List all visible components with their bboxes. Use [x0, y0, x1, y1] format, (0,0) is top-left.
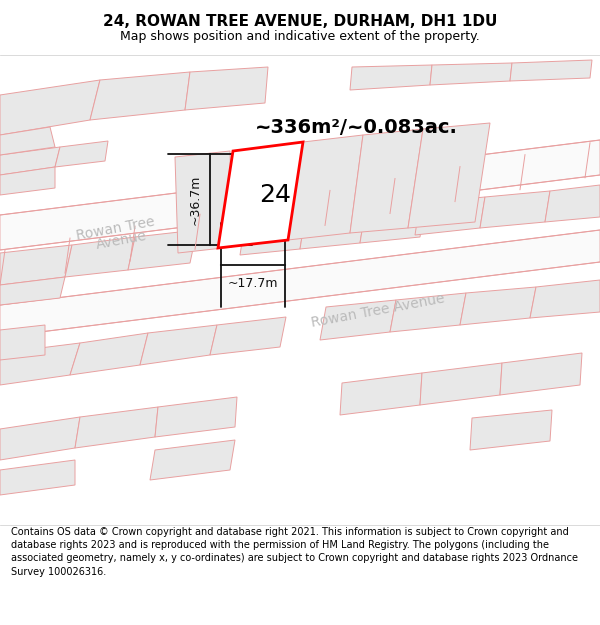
Polygon shape: [65, 237, 135, 277]
Polygon shape: [320, 300, 396, 340]
Polygon shape: [500, 353, 582, 395]
Polygon shape: [0, 277, 65, 305]
Polygon shape: [90, 72, 190, 120]
Text: ~36.7m: ~36.7m: [189, 174, 202, 224]
Polygon shape: [350, 129, 423, 233]
Polygon shape: [0, 417, 80, 460]
Polygon shape: [415, 197, 485, 235]
Polygon shape: [0, 230, 600, 337]
Polygon shape: [530, 280, 600, 318]
Polygon shape: [545, 185, 600, 222]
Polygon shape: [430, 63, 512, 85]
Polygon shape: [0, 460, 75, 495]
Polygon shape: [218, 142, 303, 248]
Polygon shape: [128, 230, 197, 270]
Polygon shape: [0, 245, 72, 285]
Text: ~17.7m: ~17.7m: [228, 277, 278, 290]
Polygon shape: [0, 167, 55, 195]
Text: Rowan Tree: Rowan Tree: [75, 215, 156, 243]
Polygon shape: [155, 397, 237, 437]
Text: ~336m²/~0.083ac.: ~336m²/~0.083ac.: [255, 118, 458, 137]
Polygon shape: [210, 317, 286, 355]
Polygon shape: [510, 60, 592, 81]
Polygon shape: [0, 147, 60, 175]
Polygon shape: [0, 127, 55, 155]
Polygon shape: [408, 123, 490, 228]
Polygon shape: [0, 325, 45, 360]
Polygon shape: [360, 205, 425, 243]
Polygon shape: [390, 293, 466, 332]
Polygon shape: [75, 407, 158, 448]
Text: Contains OS data © Crown copyright and database right 2021. This information is : Contains OS data © Crown copyright and d…: [11, 527, 578, 577]
Text: Map shows position and indicative extent of the property.: Map shows position and indicative extent…: [120, 30, 480, 43]
Polygon shape: [70, 333, 148, 375]
Polygon shape: [460, 287, 536, 325]
Polygon shape: [340, 373, 422, 415]
Polygon shape: [175, 151, 232, 253]
Polygon shape: [480, 191, 550, 228]
Text: 24, ROWAN TREE AVENUE, DURHAM, DH1 1DU: 24, ROWAN TREE AVENUE, DURHAM, DH1 1DU: [103, 14, 497, 29]
Text: 24: 24: [260, 183, 292, 208]
Polygon shape: [150, 440, 235, 480]
Polygon shape: [0, 80, 100, 135]
Polygon shape: [185, 67, 268, 110]
Polygon shape: [218, 142, 303, 248]
Polygon shape: [288, 135, 363, 240]
Text: Rowan Tree Avenue: Rowan Tree Avenue: [310, 292, 446, 330]
Polygon shape: [140, 325, 217, 365]
Text: Avenue: Avenue: [95, 228, 148, 252]
Polygon shape: [55, 141, 108, 167]
Polygon shape: [350, 65, 432, 90]
Polygon shape: [420, 363, 502, 405]
Polygon shape: [0, 140, 600, 250]
Polygon shape: [300, 212, 365, 249]
Polygon shape: [240, 218, 305, 255]
Polygon shape: [470, 410, 552, 450]
Polygon shape: [0, 343, 80, 385]
